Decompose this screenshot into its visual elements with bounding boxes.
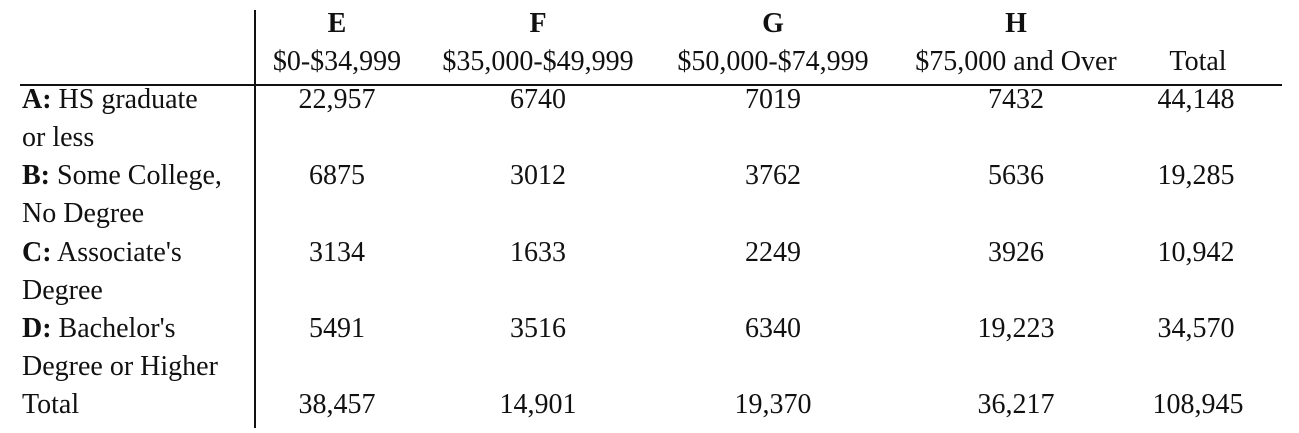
column-total-header: Total	[1169, 46, 1227, 77]
cell-total-h: 36,217	[977, 389, 1055, 420]
cell-a-g: 7019	[745, 84, 801, 115]
row-d-key: D:	[22, 313, 52, 344]
column-letter-h: H	[1005, 8, 1027, 39]
cell-total-f: 14,901	[499, 389, 577, 420]
cell-b-g: 3762	[745, 160, 801, 191]
cell-d-e: 5491	[309, 313, 365, 344]
cell-c-total: 10,942	[1157, 237, 1235, 268]
cell-b-total: 19,285	[1157, 160, 1235, 191]
header-rule	[20, 84, 1282, 86]
cell-c-e: 3134	[309, 237, 365, 268]
row-d-label: Bachelor's	[51, 313, 176, 344]
column-letter-e: E	[327, 8, 347, 39]
row-b-key: B:	[22, 160, 50, 191]
cell-grand-total: 108,945	[1152, 389, 1244, 420]
cell-b-e: 6875	[309, 160, 365, 191]
column-letter-f: F	[529, 8, 547, 39]
cell-c-g: 2249	[745, 237, 801, 268]
cell-a-e: 22,957	[298, 84, 376, 115]
cell-a-h: 7432	[988, 84, 1044, 115]
cell-total-g: 19,370	[734, 389, 812, 420]
row-b-label: Some College,	[50, 160, 222, 191]
cell-b-f: 3012	[510, 160, 566, 191]
column-range-h: $75,000 and Over	[915, 46, 1117, 77]
row-d-label-line2: Degree or Higher	[22, 351, 218, 382]
vertical-rule	[254, 10, 256, 428]
cell-d-f: 3516	[510, 313, 566, 344]
cell-total-e: 38,457	[298, 389, 376, 420]
cell-a-f: 6740	[510, 84, 566, 115]
cell-d-h: 19,223	[977, 313, 1055, 344]
row-a-label-line2: or less	[22, 122, 95, 153]
total-row-label: Total	[22, 389, 80, 420]
column-letter-g: G	[762, 8, 784, 39]
row-c-label-line2: Degree	[22, 275, 103, 306]
row-c-key: C:	[22, 237, 52, 268]
cell-c-f: 1633	[510, 237, 566, 268]
column-range-f: $35,000-$49,999	[442, 46, 634, 77]
column-range-g: $50,000-$74,999	[677, 46, 869, 77]
row-a-label: HS graduate	[51, 84, 198, 115]
row-a-key: A:	[22, 84, 52, 115]
row-d-label-line1: D: Bachelor's	[22, 310, 176, 348]
cell-b-h: 5636	[988, 160, 1044, 191]
row-b-label-line2: No Degree	[22, 198, 145, 229]
cell-d-g: 6340	[745, 313, 801, 344]
row-b-label-line1: B: Some College,	[22, 157, 222, 195]
row-a-label-line1: A: HS graduate	[22, 81, 198, 119]
cell-c-h: 3926	[988, 237, 1044, 268]
cell-a-total: 44,148	[1157, 84, 1235, 115]
column-range-e: $0-$34,999	[272, 46, 402, 77]
row-c-label: Associate's	[51, 237, 182, 268]
cell-d-total: 34,570	[1157, 313, 1235, 344]
row-c-label-line1: C: Associate's	[22, 234, 182, 272]
